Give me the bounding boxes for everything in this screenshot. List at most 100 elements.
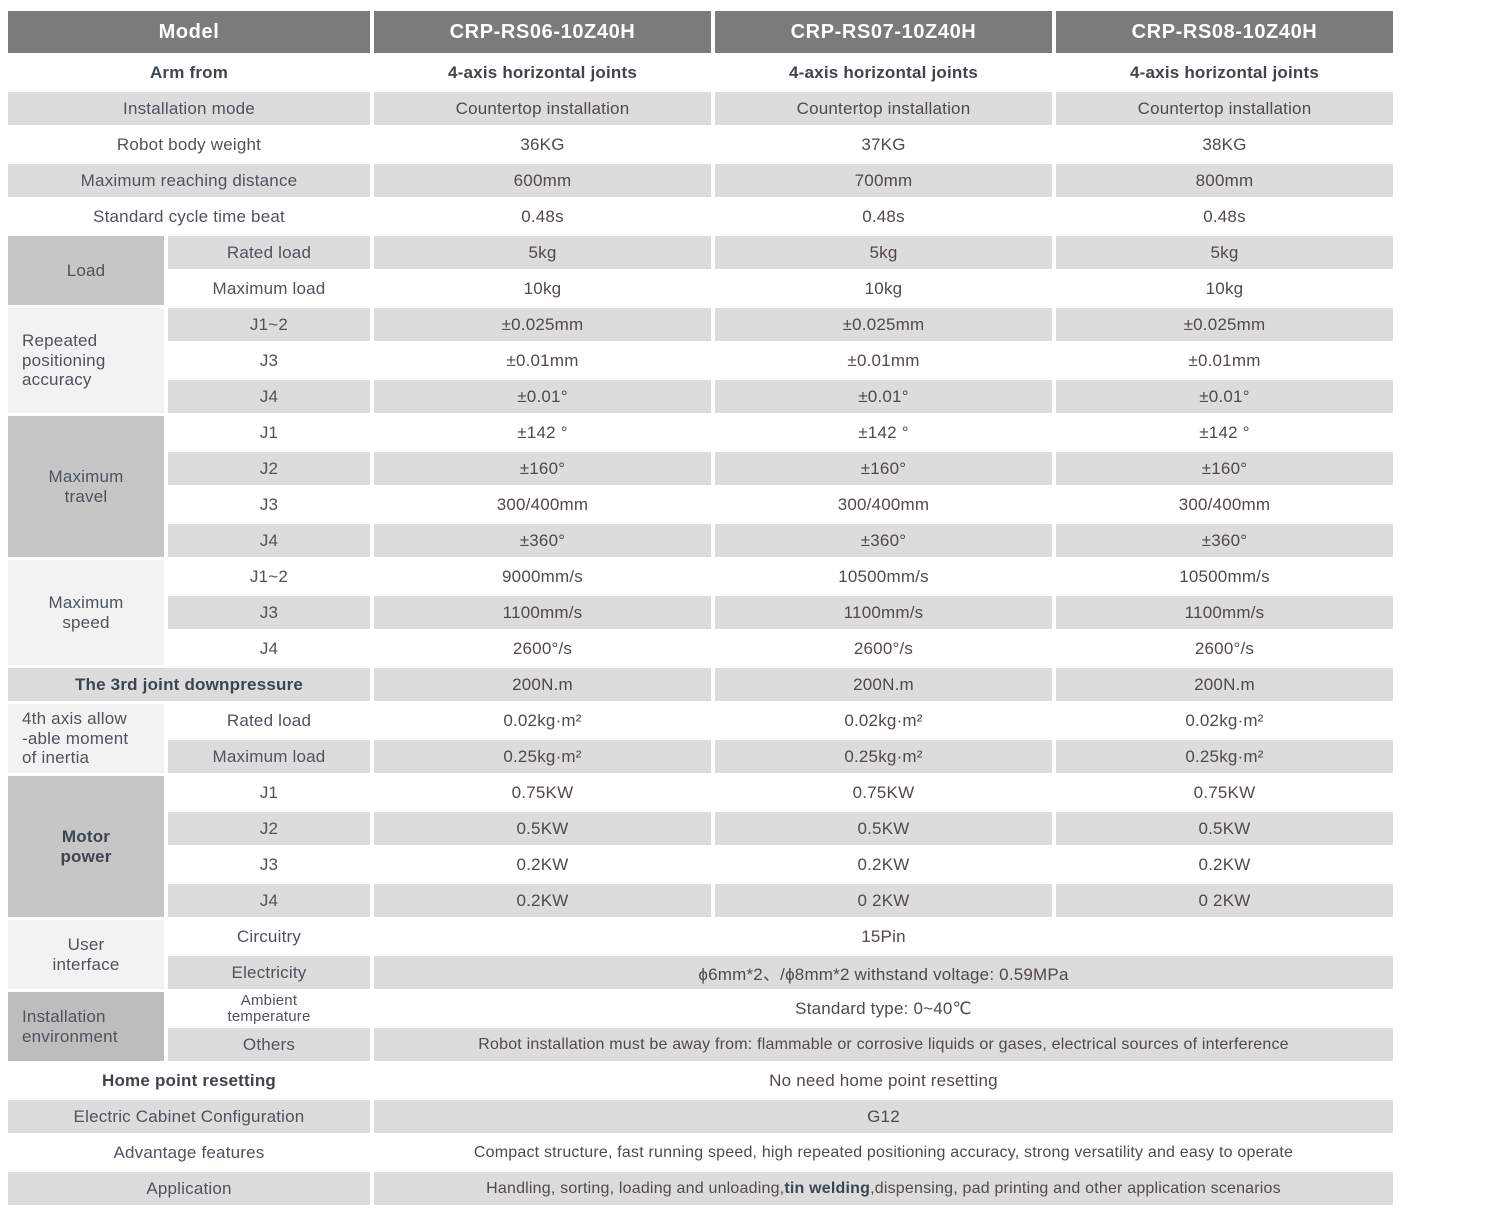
downpressure-label: The 3rd joint downpressure xyxy=(8,668,370,701)
table-row: User interface Circuitry 15Pin xyxy=(8,920,1393,989)
speed-j3-label: J3 xyxy=(168,596,370,629)
inertia-max-value-1: 0.25kg·m² xyxy=(715,740,1052,773)
accuracy-j12-value-1: ±0.025mm xyxy=(715,308,1052,341)
accuracy-j4-value-1: ±0.01° xyxy=(715,380,1052,413)
travel-j1-label: J1 xyxy=(168,416,370,449)
arm-from-value-2: 4-axis horizontal joints xyxy=(1056,56,1393,89)
inertia-max-label: Maximum load xyxy=(168,740,370,773)
accuracy-j12-value-2: ±0.025mm xyxy=(1056,308,1393,341)
table-row: The 3rd joint downpressure 200N.m 200N.m… xyxy=(8,668,1393,701)
circuitry-value: 15Pin xyxy=(374,920,1393,953)
table-row: Load Rated load 5kg 5kg 5kg xyxy=(8,236,1393,305)
travel-group-label: Maximum travel xyxy=(8,416,164,557)
table-row: Maximum load 10kg 10kg 10kg xyxy=(8,272,1393,305)
application-value-post: ,dispensing, pad printing and other appl… xyxy=(870,1179,1281,1197)
speed-j12-label: J1~2 xyxy=(168,560,370,593)
inertia-rated-value-0: 0.02kg·m² xyxy=(374,704,711,737)
model-name-1: CRP-RS07-10Z40H xyxy=(715,11,1052,53)
model-name-2: CRP-RS08-10Z40H xyxy=(1056,11,1393,53)
home-point-resetting-label: Home point resetting xyxy=(8,1064,370,1097)
accuracy-j3-value-1: ±0.01mm xyxy=(715,344,1052,377)
downpressure-value-0: 200N.m xyxy=(374,668,711,701)
travel-j3-value-0: 300/400mm xyxy=(374,488,711,521)
motor-j4-label: J4 xyxy=(168,884,370,917)
accuracy-j3-value-0: ±0.01mm xyxy=(374,344,711,377)
travel-j2-value-1: ±160° xyxy=(715,452,1052,485)
application-value-bold: tin welding xyxy=(784,1179,871,1197)
speed-j3-value-0: 1100mm/s xyxy=(374,596,711,629)
motor-j1-value-2: 0.75KW xyxy=(1056,776,1393,809)
home-point-resetting-value: No need home point resetting xyxy=(374,1064,1393,1097)
speed-j12-value-2: 10500mm/s xyxy=(1056,560,1393,593)
max-reaching-distance-value-0: 600mm xyxy=(374,164,711,197)
downpressure-value-2: 200N.m xyxy=(1056,668,1393,701)
accuracy-j12-label: J1~2 xyxy=(168,308,370,341)
arm-from-value-0: 4-axis horizontal joints xyxy=(374,56,711,89)
table-row: Repeated positioning accuracy J1~2 ±0.02… xyxy=(8,308,1393,413)
electric-cabinet-value: G12 xyxy=(374,1100,1393,1133)
travel-j1-value-1: ±142 ° xyxy=(715,416,1052,449)
speed-j4-value-2: 2600°/s xyxy=(1056,632,1393,665)
max-reaching-distance-value-2: 800mm xyxy=(1056,164,1393,197)
travel-j1-value-0: ±142 ° xyxy=(374,416,711,449)
table-row: J4 ±360° ±360° ±360° xyxy=(8,524,1393,557)
table-row: Maximum reaching distance 600mm 700mm 80… xyxy=(8,164,1393,197)
table-row: Electricity ϕ6mm*2、/ϕ8mm*2 withstand vol… xyxy=(8,956,1393,989)
load-rated-value-2: 5kg xyxy=(1056,236,1393,269)
load-rated-value-0: 5kg xyxy=(374,236,711,269)
table-row: Electric Cabinet Configuration G12 xyxy=(8,1100,1393,1133)
motor-j3-label: J3 xyxy=(168,848,370,881)
table-row: Application Handling, sorting, loading a… xyxy=(8,1172,1393,1205)
speed-j3-value-1: 1100mm/s xyxy=(715,596,1052,629)
load-max-label: Maximum load xyxy=(168,272,370,305)
inertia-max-value-0: 0.25kg·m² xyxy=(374,740,711,773)
load-group-label: Load xyxy=(8,236,164,305)
circuitry-label: Circuitry xyxy=(168,920,370,953)
accuracy-j4-label: J4 xyxy=(168,380,370,413)
standard-cycle-time-label: Standard cycle time beat xyxy=(8,200,370,233)
others-label: Others xyxy=(168,1028,370,1061)
motor-j1-label: J1 xyxy=(168,776,370,809)
travel-j4-value-2: ±360° xyxy=(1056,524,1393,557)
travel-j3-value-2: 300/400mm xyxy=(1056,488,1393,521)
motor-j1-value-1: 0.75KW xyxy=(715,776,1052,809)
speed-j4-value-1: 2600°/s xyxy=(715,632,1052,665)
accuracy-j12-value-0: ±0.025mm xyxy=(374,308,711,341)
load-max-value-2: 10kg xyxy=(1056,272,1393,305)
advantage-features-value: Compact structure, fast running speed, h… xyxy=(374,1136,1393,1169)
application-value: Handling, sorting, loading and unloading… xyxy=(374,1172,1393,1205)
travel-j4-value-0: ±360° xyxy=(374,524,711,557)
installation-mode-label: Installation mode xyxy=(8,92,370,125)
table-row: Others Robot installation must be away f… xyxy=(8,1028,1393,1061)
accuracy-j4-value-0: ±0.01° xyxy=(374,380,711,413)
load-max-value-0: 10kg xyxy=(374,272,711,305)
electric-cabinet-label: Electric Cabinet Configuration xyxy=(8,1100,370,1133)
table-row: J3 ±0.01mm ±0.01mm ±0.01mm xyxy=(8,344,1393,377)
speed-j4-label: J4 xyxy=(168,632,370,665)
max-reaching-distance-label: Maximum reaching distance xyxy=(8,164,370,197)
table-row: Installation mode Countertop installatio… xyxy=(8,92,1393,125)
travel-j4-value-1: ±360° xyxy=(715,524,1052,557)
travel-j2-value-2: ±160° xyxy=(1056,452,1393,485)
motor-j3-value-2: 0.2KW xyxy=(1056,848,1393,881)
installation-mode-value-0: Countertop installation xyxy=(374,92,711,125)
motor-j2-value-1: 0.5KW xyxy=(715,812,1052,845)
user-interface-group-label: User interface xyxy=(8,920,164,989)
table-row: Maximum load 0.25kg·m² 0.25kg·m² 0.25kg·… xyxy=(8,740,1393,773)
table-row: J3 300/400mm 300/400mm 300/400mm xyxy=(8,488,1393,521)
motor-j2-value-2: 0.5KW xyxy=(1056,812,1393,845)
motor-j4-value-1: 0 2KW xyxy=(715,884,1052,917)
model-name-0: CRP-RS06-10Z40H xyxy=(374,11,711,53)
accuracy-j3-value-2: ±0.01mm xyxy=(1056,344,1393,377)
robot-body-weight-value-2: 38KG xyxy=(1056,128,1393,161)
table-row: J4 ±0.01° ±0.01° ±0.01° xyxy=(8,380,1393,413)
motor-j3-value-0: 0.2KW xyxy=(374,848,711,881)
load-rated-value-1: 5kg xyxy=(715,236,1052,269)
table-row: J3 1100mm/s 1100mm/s 1100mm/s xyxy=(8,596,1393,629)
installation-mode-value-1: Countertop installation xyxy=(715,92,1052,125)
table-row: Maximum travel J1 ±142 ° ±142 ° ±142 ° xyxy=(8,416,1393,557)
ambient-temperature-label: Ambient temperature xyxy=(168,992,370,1025)
inertia-max-value-2: 0.25kg·m² xyxy=(1056,740,1393,773)
